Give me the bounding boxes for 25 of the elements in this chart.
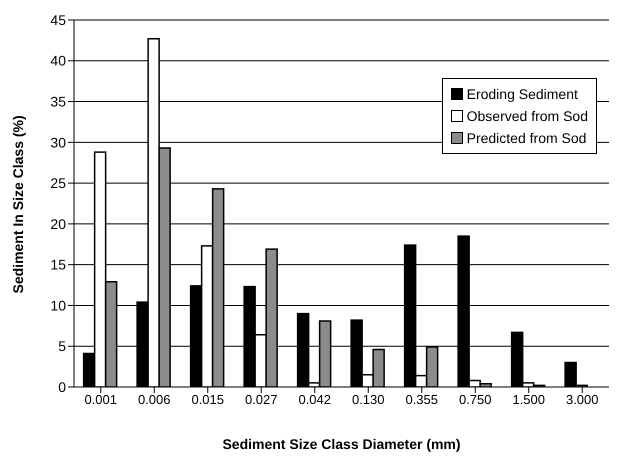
y-tick-label: 10 bbox=[50, 297, 66, 314]
x-tick-label: 0.130 bbox=[352, 392, 385, 408]
y-tick-label: 25 bbox=[50, 175, 66, 192]
y-axis-title: Sediment In Size Class (%) bbox=[10, 115, 26, 294]
x-tick-label: 0.042 bbox=[298, 392, 332, 408]
x-tick-label: 1.500 bbox=[512, 392, 546, 408]
legend-label: Predicted from Sod bbox=[466, 129, 586, 148]
x-tick-label: 0.006 bbox=[138, 392, 171, 408]
x-tick-label: 0.750 bbox=[458, 392, 492, 408]
y-tick-label: 0 bbox=[58, 378, 66, 395]
y-tick-label: 5 bbox=[58, 338, 66, 354]
y-tick-label: 20 bbox=[50, 216, 66, 232]
x-tick-label: 3.000 bbox=[566, 392, 599, 408]
x-tick-label: 0.355 bbox=[405, 392, 438, 408]
legend-label: Eroding Sediment bbox=[466, 85, 578, 104]
y-tick-label: 30 bbox=[50, 134, 66, 150]
x-tick-label: 0.015 bbox=[191, 392, 224, 408]
legend-label: Observed from Sod bbox=[466, 107, 588, 126]
y-tick-label: 15 bbox=[50, 256, 66, 273]
x-tick-label: 0.027 bbox=[244, 392, 278, 408]
y-tick-label: 40 bbox=[50, 52, 66, 69]
y-tick-label: 45 bbox=[50, 12, 66, 28]
x-axis-title: Sediment Size Class Diameter (mm) bbox=[222, 436, 461, 452]
y-tick-label: 35 bbox=[50, 94, 66, 110]
x-tick-label: 0.001 bbox=[84, 392, 118, 408]
